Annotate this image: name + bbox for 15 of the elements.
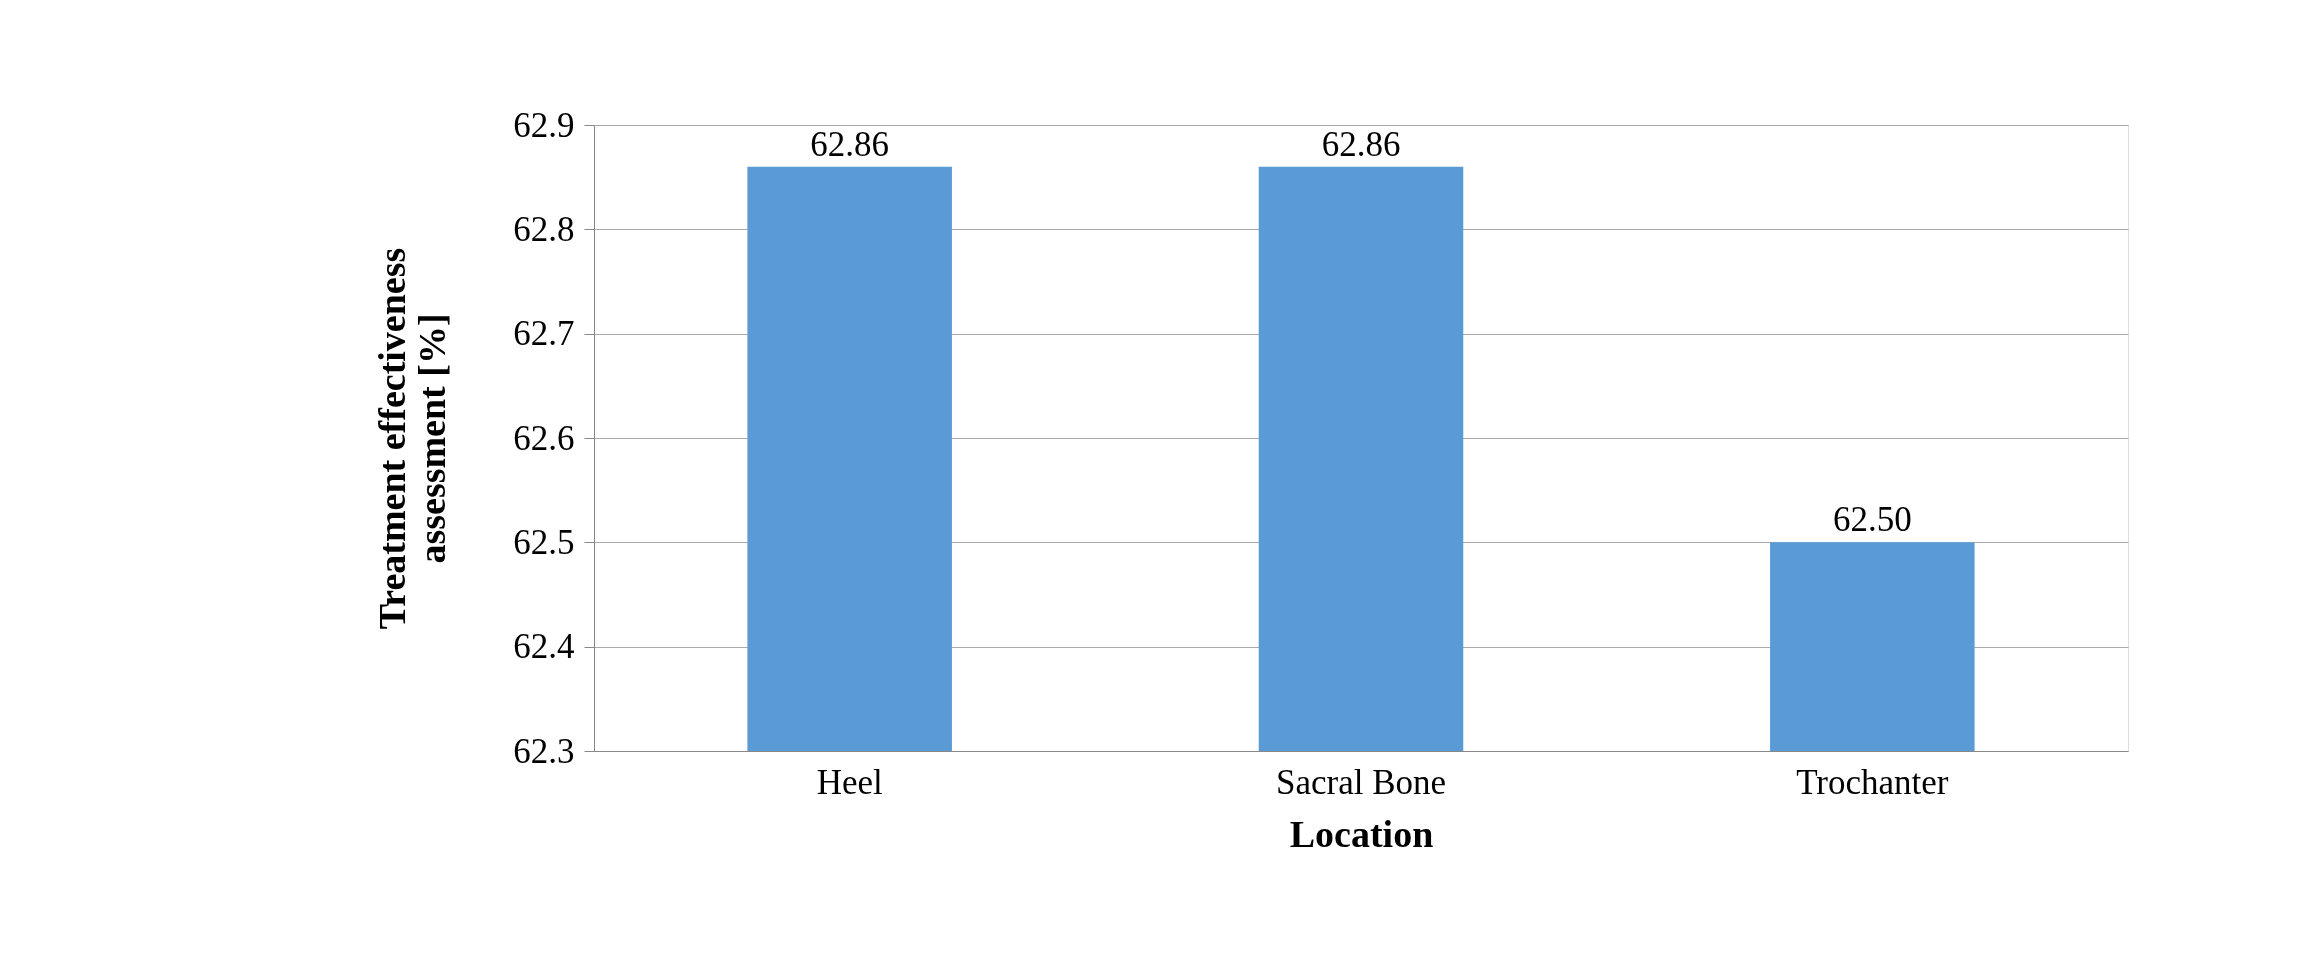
y-tick-label: 62.4 — [513, 627, 575, 667]
data-label: 62.50 — [1832, 500, 1912, 540]
y-tick-label: 62.7 — [513, 314, 575, 354]
x-axis-title: Location — [1289, 812, 1434, 855]
y-axis-title: Treatment effectiveness assessment [%] — [371, 247, 454, 630]
data-label: 62.86 — [1321, 124, 1401, 164]
y-tick-label: 62.5 — [513, 522, 575, 562]
data-label: 62.86 — [810, 124, 890, 164]
x-tick-label: Heel — [816, 762, 883, 802]
y-tick-label: 62.8 — [513, 209, 575, 249]
y-tick-label: 62.9 — [513, 105, 575, 145]
x-tick-label: Trochanter — [1796, 762, 1949, 802]
y-tick-label: 62.3 — [513, 731, 575, 771]
x-tick-label: Sacral Bone — [1275, 762, 1447, 802]
y-tick-label: 62.6 — [513, 418, 575, 458]
